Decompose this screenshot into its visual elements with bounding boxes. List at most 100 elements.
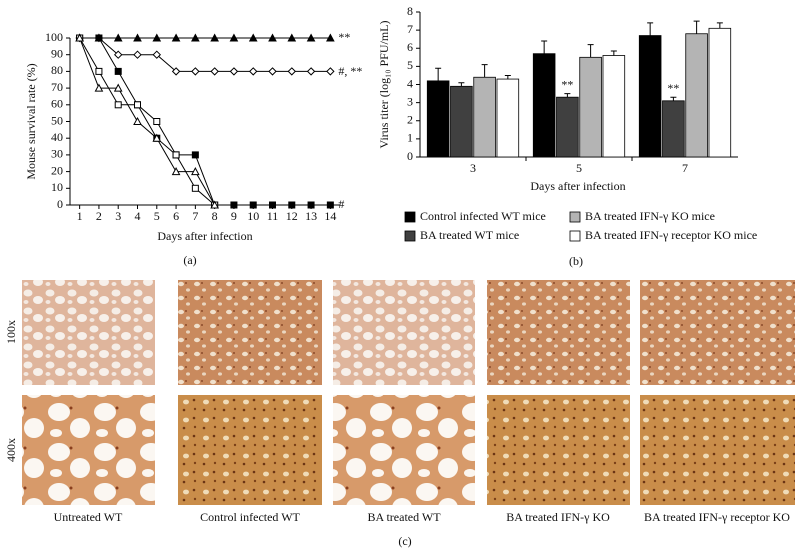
marker bbox=[114, 101, 122, 109]
x-tick-label: 13 bbox=[305, 209, 317, 223]
panel-label: (a) bbox=[183, 253, 196, 267]
error-bar bbox=[693, 20, 700, 34]
y-tick-label: 10 bbox=[51, 180, 63, 194]
marker bbox=[249, 67, 258, 76]
annotation: ** bbox=[338, 30, 350, 44]
error-bar bbox=[435, 67, 442, 81]
legend-label: BA treated IFN-γ receptor KO mice bbox=[585, 228, 757, 242]
y-tick-label: 7 bbox=[407, 22, 413, 36]
marker bbox=[171, 167, 181, 176]
micrograph bbox=[333, 280, 475, 385]
marker bbox=[133, 116, 142, 125]
micrograph bbox=[22, 280, 155, 385]
column-label: BA treated IFN-γ receptor KO bbox=[644, 510, 790, 524]
marker bbox=[153, 118, 161, 125]
error-bar bbox=[481, 64, 488, 78]
bar bbox=[638, 35, 662, 158]
x-tick-label: 14 bbox=[324, 209, 336, 223]
marker bbox=[326, 33, 335, 42]
marker bbox=[114, 67, 122, 75]
y-tick-label: 50 bbox=[51, 113, 63, 127]
y-tick-label: 40 bbox=[51, 130, 63, 144]
y-axis-label: Virus titer (log₁₀ PFU/mL) bbox=[377, 21, 391, 149]
marker bbox=[171, 33, 181, 42]
panel-label: (b) bbox=[569, 254, 583, 268]
micrograph bbox=[640, 395, 795, 505]
marker bbox=[287, 67, 296, 76]
marker bbox=[269, 201, 276, 209]
x-tick-label: 5 bbox=[576, 161, 582, 175]
y-tick-label: 20 bbox=[51, 163, 63, 177]
x-tick-label: 6 bbox=[173, 209, 179, 223]
x-tick-label: 5 bbox=[154, 209, 160, 223]
marker bbox=[248, 33, 258, 42]
error-bar bbox=[610, 50, 617, 56]
marker bbox=[133, 50, 142, 59]
error-bar bbox=[541, 40, 548, 54]
y-tick-label: 1 bbox=[407, 131, 413, 145]
column-label: BA treated WT bbox=[367, 510, 441, 524]
marker bbox=[113, 83, 123, 92]
bar bbox=[708, 27, 732, 158]
bar bbox=[685, 33, 708, 158]
bar bbox=[556, 96, 579, 158]
row-label: 100x bbox=[4, 320, 18, 344]
column-label: Control infected WT bbox=[200, 510, 300, 524]
line bbox=[79, 37, 215, 206]
y-tick-label: 100 bbox=[45, 30, 63, 44]
bar bbox=[532, 53, 556, 158]
marker bbox=[229, 33, 239, 42]
x-axis-label: Days after infection bbox=[530, 179, 625, 193]
marker bbox=[326, 67, 335, 76]
annotation: # bbox=[338, 197, 344, 211]
error-bar bbox=[564, 93, 571, 98]
bar bbox=[426, 80, 450, 158]
line bbox=[79, 37, 216, 206]
y-tick-label: 80 bbox=[51, 63, 63, 77]
bar bbox=[579, 56, 602, 158]
legend-label: BA treated IFN-γ KO mice bbox=[585, 209, 715, 223]
x-tick-label: 12 bbox=[286, 209, 298, 223]
x-tick-label: 7 bbox=[682, 161, 688, 175]
marker bbox=[287, 33, 297, 42]
marker bbox=[191, 151, 199, 159]
legend-swatch bbox=[404, 211, 416, 223]
marker bbox=[95, 34, 103, 42]
marker bbox=[152, 133, 162, 142]
micrograph bbox=[178, 280, 322, 385]
marker bbox=[95, 67, 103, 75]
y-axis-label: Mouse survival rate (%) bbox=[24, 63, 38, 179]
micrograph bbox=[487, 395, 630, 505]
marker bbox=[134, 101, 141, 109]
annotation: ** bbox=[561, 77, 573, 91]
marker bbox=[210, 33, 219, 42]
x-tick-label: 11 bbox=[267, 209, 279, 223]
x-tick-label: 1 bbox=[77, 209, 83, 223]
y-tick-label: 30 bbox=[51, 147, 63, 161]
annotation: #, ** bbox=[338, 64, 362, 78]
marker bbox=[306, 67, 316, 76]
micrograph-grid: 100x 400x Untreated WT Control infected … bbox=[4, 280, 795, 548]
x-tick-label: 4 bbox=[135, 209, 141, 223]
marker bbox=[133, 33, 142, 42]
error-bar bbox=[670, 96, 677, 101]
marker bbox=[191, 167, 200, 176]
y-tick-label: 60 bbox=[51, 97, 63, 111]
panel-label: (c) bbox=[398, 534, 411, 548]
marker bbox=[113, 33, 123, 42]
error-bar bbox=[587, 44, 594, 58]
marker bbox=[191, 67, 200, 76]
marker bbox=[230, 201, 238, 209]
marker bbox=[326, 201, 334, 209]
marker bbox=[268, 67, 277, 76]
marker bbox=[288, 201, 296, 209]
y-tick-label: 90 bbox=[51, 46, 63, 60]
marker bbox=[152, 33, 162, 42]
marker bbox=[229, 67, 239, 76]
bar bbox=[496, 78, 520, 158]
column-label: BA treated IFN-γ KO bbox=[506, 510, 610, 524]
y-tick-label: 4 bbox=[407, 76, 413, 90]
error-bar bbox=[458, 82, 465, 87]
error-bar bbox=[504, 74, 511, 80]
